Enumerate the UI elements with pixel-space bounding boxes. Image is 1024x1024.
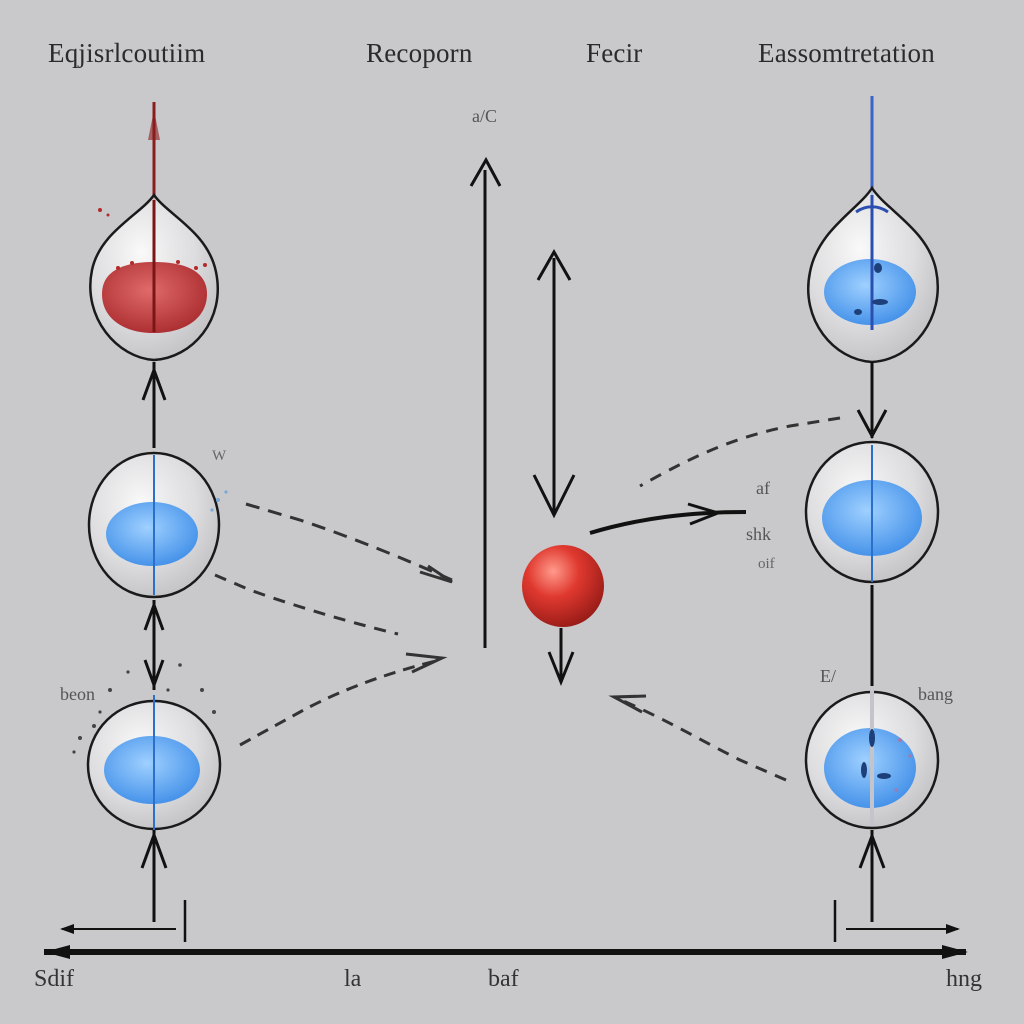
annotation-right-c: oif: [758, 556, 775, 572]
flask-blue-middle: [87, 451, 228, 599]
dashed-arrows: [214, 416, 841, 782]
header-center-right: Fecir: [586, 38, 643, 68]
annotation-right-b: shk: [746, 524, 772, 544]
red-sphere: [522, 545, 604, 627]
annotation-left-lower: beon: [60, 684, 95, 704]
center-group: [469, 156, 747, 687]
right-column: [804, 96, 940, 922]
bottom-axis: [44, 900, 968, 959]
annotation-right-a: af: [756, 478, 770, 498]
header-left: Eqjisrlcoutiim: [48, 38, 206, 68]
left-column: [72, 102, 228, 922]
bottom-label-left: Sdif: [34, 966, 75, 992]
annotation-left-mid: W: [212, 448, 227, 464]
annotation-right-lower-left: E/: [820, 666, 836, 686]
flask-blue-top-right: [807, 96, 939, 364]
bottom-label-center-right: baf: [488, 966, 519, 992]
flask-blue-bottom: [72, 663, 222, 831]
bottom-label-right: hng: [946, 966, 982, 992]
annotation-top-center: a/C: [472, 106, 497, 126]
flask-red-top: [89, 102, 219, 362]
flask-blue-bottom-right: [804, 690, 940, 830]
annotation-right-lower-right: bang: [918, 684, 953, 704]
bottom-label-center-left: la: [344, 966, 362, 992]
header-right: Eassomtretation: [758, 38, 935, 68]
flask-blue-middle-right: [804, 440, 940, 584]
header-center-left: Recoporn: [366, 38, 473, 68]
